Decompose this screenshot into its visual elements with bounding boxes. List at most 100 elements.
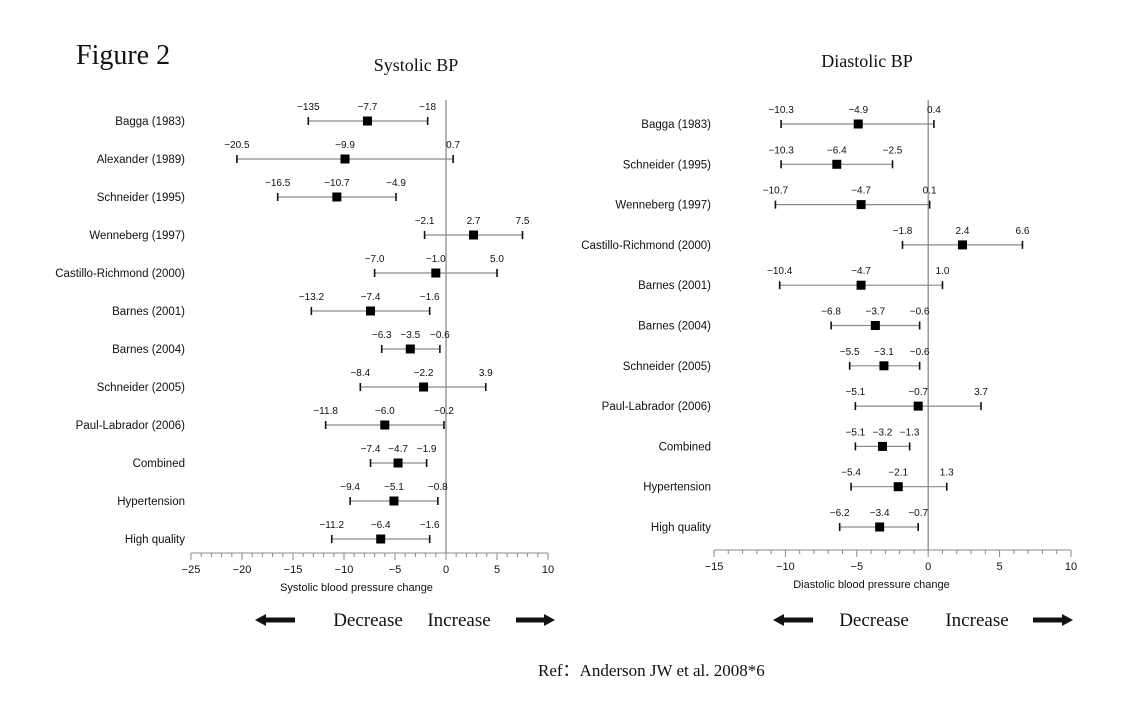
- diastolic-x-axis-label: Diastolic blood pressure change: [793, 579, 950, 591]
- diastolic-decrease-arrow-shaft: [783, 617, 813, 623]
- systolic-study-row: Alexander (1989) −20.5 −9.9 0.7: [97, 140, 461, 166]
- systolic-x-axis-label: Systolic blood pressure change: [280, 582, 433, 594]
- systolic-ci-upper-label: −0.6: [430, 330, 450, 341]
- diastolic-ci-upper-label: 0.1: [923, 186, 937, 197]
- systolic-study-label: Castillo-Richmond (2000): [55, 268, 185, 280]
- diastolic-study-row: Schneider (2005) −5.5 −3.1 −0.6: [623, 347, 930, 373]
- systolic-ci-upper-label: −0.2: [434, 406, 454, 417]
- systolic-point-estimate: [405, 344, 415, 354]
- diastolic-estimate-label: −4.7: [851, 266, 871, 277]
- systolic-ci-upper-label: −1.9: [417, 444, 437, 455]
- diastolic-study-row: Bagga (1983) −10.3 −4.9 0.4: [641, 105, 941, 131]
- systolic-tick-label: 5: [494, 564, 500, 576]
- systolic-study-row: Bagga (1983) −135 −7.7 −18: [115, 102, 436, 128]
- systolic-tick-label: 10: [542, 564, 554, 576]
- systolic-study-row: High quality −11.2 −6.4 −1.6: [125, 520, 440, 546]
- diastolic-increase-arrow-head: [1062, 614, 1073, 626]
- systolic-point-estimate: [469, 230, 479, 240]
- systolic-ci-upper-label: −1.6: [420, 292, 440, 303]
- diastolic-point-estimate: [870, 321, 880, 330]
- diastolic-estimate-label: −6.4: [827, 145, 847, 156]
- diastolic-study-label: Schneider (1995): [623, 159, 711, 171]
- systolic-study-label: Barnes (2001): [112, 306, 185, 318]
- systolic-increase-arrow-shaft: [516, 617, 545, 623]
- diastolic-study-label: Hypertension: [643, 482, 711, 494]
- systolic-point-estimate: [340, 154, 350, 164]
- systolic-point-estimate: [431, 268, 441, 278]
- diastolic-ci-upper-label: −1.3: [900, 427, 920, 438]
- systolic-tick-label: −15: [284, 564, 303, 576]
- systolic-ci-lower-label: −135: [297, 102, 320, 113]
- diastolic-point-estimate: [957, 240, 967, 250]
- diastolic-ci-lower-label: −10.4: [767, 266, 793, 277]
- diastolic-tick-label: 10: [1065, 561, 1077, 573]
- diastolic-estimate-label: −4.9: [848, 105, 868, 116]
- systolic-study-label: Hypertension: [117, 496, 185, 508]
- systolic-estimate-label: −7.4: [361, 292, 381, 303]
- systolic-ci-upper-label: 7.5: [516, 216, 530, 227]
- diastolic-decrease-arrow-head: [773, 614, 784, 626]
- systolic-study-row: Barnes (2004) −6.3 −3.5 −0.6: [112, 330, 450, 356]
- diastolic-study-row: Barnes (2001) −10.4 −4.7 1.0: [638, 266, 950, 292]
- systolic-study-row: Barnes (2001) −13.2 −7.4 −1.6: [112, 292, 440, 318]
- diastolic-point-estimate: [878, 441, 888, 451]
- diastolic-ci-lower-label: −1.8: [893, 226, 913, 237]
- diastolic-estimate-label: −2.1: [888, 468, 908, 479]
- reference-note: Ref：Anderson JW et al. 2008*6: [538, 661, 765, 680]
- diastolic-study-label: Wenneberg (1997): [615, 200, 711, 212]
- diastolic-study-label: Castillo-Richmond (2000): [581, 240, 711, 252]
- systolic-tick-label: −25: [182, 564, 201, 576]
- diastolic-ci-upper-label: −2.5: [883, 145, 903, 156]
- systolic-study-label: Alexander (1989): [97, 154, 185, 166]
- diastolic-chart-title: Diastolic BP: [821, 51, 913, 71]
- diastolic-point-estimate: [913, 401, 923, 411]
- diastolic-tick-label: 0: [925, 561, 931, 573]
- diastolic-study-label: Barnes (2001): [638, 280, 711, 292]
- systolic-ci-upper-label: −18: [419, 102, 436, 113]
- diastolic-ci-upper-label: 1.3: [940, 468, 954, 479]
- systolic-point-estimate: [376, 534, 386, 544]
- systolic-study-label: Barnes (2004): [112, 344, 185, 356]
- systolic-ci-upper-label: −4.9: [386, 178, 406, 189]
- diastolic-point-estimate: [856, 280, 866, 290]
- systolic-point-estimate: [393, 458, 403, 468]
- diastolic-estimate-label: −3.7: [865, 307, 885, 318]
- diastolic-point-estimate: [853, 119, 863, 129]
- systolic-study-row: Wenneberg (1997) −2.1 2.7 7.5: [89, 216, 530, 242]
- systolic-ci-upper-label: 0.7: [446, 140, 460, 151]
- systolic-estimate-label: −1.0: [426, 254, 446, 265]
- diastolic-study-label: Schneider (2005): [623, 361, 711, 373]
- systolic-ci-lower-label: −7.4: [361, 444, 381, 455]
- systolic-ci-lower-label: −11.8: [313, 406, 338, 417]
- diastolic-study-label: High quality: [651, 522, 711, 534]
- diastolic-ci-lower-label: −5.1: [845, 387, 865, 398]
- diastolic-increase-arrow-shaft: [1033, 617, 1063, 623]
- systolic-estimate-label: 2.7: [467, 216, 481, 227]
- systolic-point-estimate: [380, 420, 390, 430]
- diastolic-ci-upper-label: −0.6: [910, 347, 930, 358]
- diastolic-estimate-label: −3.1: [874, 347, 894, 358]
- systolic-ci-upper-label: 5.0: [490, 254, 504, 265]
- systolic-ci-upper-label: −0.8: [428, 482, 448, 493]
- systolic-forest-plot: Systolic BP −25 −20 −15 −10 −5 0 5 10 Systolic bl…: [55, 55, 555, 631]
- diastolic-forest-plot: Diastolic BP −15 −10 −5 0 5 10 Diastolic blood …: [581, 51, 1077, 631]
- systolic-estimate-label: −2.2: [414, 368, 434, 379]
- systolic-estimate-label: −6.4: [371, 520, 391, 531]
- systolic-study-label: Wenneberg (1997): [89, 230, 185, 242]
- systolic-study-row: Paul-Labrador (2006) −11.8 −6.0 −0.2: [76, 406, 455, 432]
- systolic-ci-lower-label: −6.3: [372, 330, 392, 341]
- systolic-study-label: Bagga (1983): [115, 116, 185, 128]
- systolic-decrease-arrow: [255, 614, 295, 626]
- diastolic-point-estimate: [832, 159, 842, 169]
- systolic-ci-lower-label: −13.2: [299, 292, 325, 303]
- systolic-increase-label: Increase: [427, 610, 490, 631]
- diastolic-study-row: Schneider (1995) −10.3 −6.4 −2.5: [623, 145, 903, 171]
- systolic-study-label: High quality: [125, 534, 185, 546]
- systolic-study-row: Schneider (1995) −16.5 −10.7 −4.9: [97, 178, 407, 204]
- systolic-increase-arrow-head: [544, 614, 555, 626]
- systolic-ci-lower-label: −2.1: [415, 216, 435, 227]
- diastolic-study-label: Bagga (1983): [641, 119, 711, 131]
- systolic-decrease-arrow-head: [255, 614, 266, 626]
- diastolic-point-estimate: [893, 482, 903, 492]
